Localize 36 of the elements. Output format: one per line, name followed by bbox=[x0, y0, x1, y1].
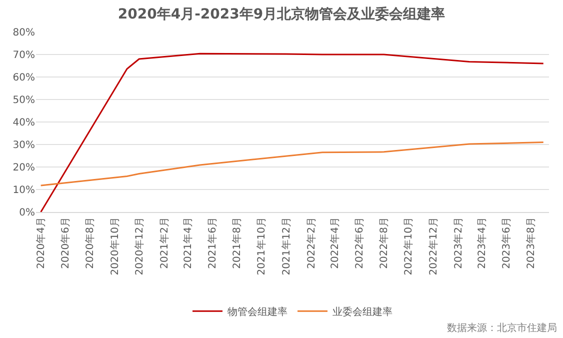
x-tick-label: 2022年12月 bbox=[427, 217, 440, 276]
y-tick-label: 60% bbox=[12, 72, 35, 84]
y-tick-label: 70% bbox=[12, 50, 35, 61]
x-tick-label: 2021年2月 bbox=[158, 217, 170, 269]
x-tick-label: 2020年10月 bbox=[108, 217, 121, 276]
x-tick-label: 2023年6月 bbox=[500, 217, 513, 269]
x-tick-label: 2022年8月 bbox=[378, 217, 390, 269]
y-tick-label: 20% bbox=[12, 162, 35, 174]
x-tick-label: 2022年2月 bbox=[305, 217, 318, 269]
x-tick-label: 2023年8月 bbox=[525, 217, 538, 269]
x-tick-label: 2021年6月 bbox=[206, 217, 219, 269]
x-tick-label: 2023年2月 bbox=[452, 217, 464, 269]
x-tick-label: 2023年4月 bbox=[476, 217, 488, 269]
source-note: 数据来源：北京市住建局 bbox=[447, 322, 557, 334]
x-tick-label: 2021年8月 bbox=[231, 217, 244, 269]
y-tick-label: 0% bbox=[19, 208, 35, 218]
x-tick-label: 2022年10月 bbox=[402, 217, 415, 276]
y-tick-label: 30% bbox=[12, 140, 35, 151]
line-series bbox=[40, 52, 544, 212]
x-tick-label: 2020年4月 bbox=[35, 217, 48, 269]
x-tick-label: 2021年10月 bbox=[256, 217, 268, 276]
legend-label: 业委会组建率 bbox=[332, 306, 392, 318]
legend-label: 物管会组建率 bbox=[228, 306, 288, 318]
y-tick-label: 10% bbox=[12, 185, 35, 196]
y-tick-label: 40% bbox=[12, 118, 35, 128]
x-tick-label: 2020年6月 bbox=[60, 217, 72, 269]
chart-title: 2020年4月-2023年9月北京物管会及业委会组建率 bbox=[118, 5, 446, 22]
x-tick-label: 2022年4月 bbox=[329, 217, 342, 269]
y-tick-label: 50% bbox=[12, 95, 35, 106]
x-tick-label: 2021年12月 bbox=[280, 217, 292, 276]
x-tick-label: 2022年6月 bbox=[354, 217, 366, 269]
x-tick-label: 2021年4月 bbox=[182, 217, 194, 269]
line-series bbox=[40, 142, 544, 186]
x-tick-label: 2020年12月 bbox=[133, 217, 146, 276]
x-tick-label: 2020年8月 bbox=[84, 217, 96, 269]
y-tick-label: 80% bbox=[12, 28, 35, 38]
